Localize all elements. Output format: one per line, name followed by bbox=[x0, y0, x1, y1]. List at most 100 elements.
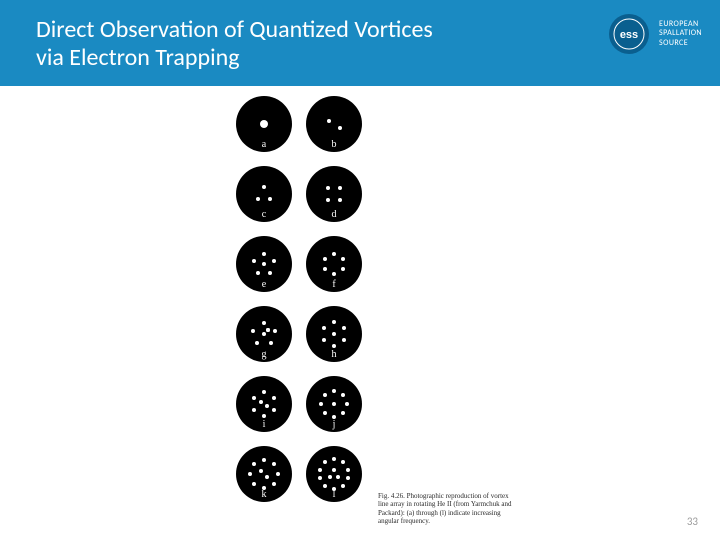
vortex-point bbox=[341, 411, 346, 416]
vortex-cell: k bbox=[232, 442, 296, 506]
vortex-point bbox=[262, 185, 267, 190]
vortex-cell: i bbox=[232, 372, 296, 436]
vortex-point bbox=[328, 475, 333, 480]
disk-label: g bbox=[262, 349, 267, 360]
vortex-disk: a bbox=[236, 96, 292, 152]
vortex-point bbox=[252, 482, 257, 487]
vortex-point bbox=[252, 408, 257, 413]
vortex-point bbox=[326, 186, 331, 191]
vortex-point bbox=[272, 462, 277, 467]
vortex-point bbox=[338, 126, 343, 131]
vortex-point bbox=[323, 484, 328, 489]
vortex-disk: l bbox=[306, 446, 362, 502]
vortex-point bbox=[323, 411, 328, 416]
title-line-2: via Electron Trapping bbox=[36, 44, 433, 72]
vortex-point bbox=[346, 468, 351, 473]
vortex-point bbox=[268, 197, 273, 202]
svg-text:ess: ess bbox=[620, 29, 638, 41]
title-line-1: Direct Observation of Quantized Vortices bbox=[36, 16, 433, 44]
vortex-point bbox=[269, 341, 274, 346]
vortex-point bbox=[272, 408, 277, 413]
logo-label-3: SOURCE bbox=[659, 39, 702, 49]
logo-block: ess EUROPEAN SPALLATION SOURCE bbox=[609, 14, 702, 54]
disk-label: c bbox=[262, 209, 266, 220]
vortex-point bbox=[276, 472, 281, 477]
vortex-point bbox=[266, 328, 269, 331]
vortex-point bbox=[338, 198, 343, 203]
vortex-point bbox=[259, 400, 264, 405]
vortex-point bbox=[327, 119, 332, 124]
vortex-point bbox=[323, 460, 328, 465]
disk-label: e bbox=[262, 279, 266, 290]
vortex-point bbox=[341, 460, 346, 465]
vortex-disk: g bbox=[236, 306, 292, 362]
vortex-cell: d bbox=[302, 162, 366, 226]
vortex-point bbox=[346, 476, 351, 481]
vortex-point bbox=[341, 393, 346, 398]
vortex-cell: b bbox=[302, 92, 366, 156]
vortex-cell: h bbox=[302, 302, 366, 366]
vortex-point bbox=[262, 321, 267, 326]
vortex-point bbox=[332, 344, 337, 349]
vortex-point bbox=[272, 259, 277, 264]
vortex-point bbox=[265, 404, 270, 409]
vortex-point bbox=[341, 257, 346, 262]
disk-label: b bbox=[332, 139, 337, 150]
vortex-point bbox=[332, 272, 337, 277]
vortex-point bbox=[338, 186, 343, 191]
vortex-point bbox=[332, 252, 337, 257]
vortex-disk: f bbox=[306, 236, 362, 292]
vortex-disk: b bbox=[306, 96, 362, 152]
vortex-point bbox=[323, 267, 328, 272]
vortex-point bbox=[332, 389, 337, 394]
vortex-point bbox=[256, 271, 261, 276]
vortex-point bbox=[319, 402, 324, 407]
vortex-cell: g bbox=[232, 302, 296, 366]
slide-content: a b c d e f g h i j k l Fig. 4.26. Photographic rep… bbox=[0, 92, 720, 540]
vortex-point bbox=[262, 390, 267, 395]
vortex-cell: a bbox=[232, 92, 296, 156]
logo-label: EUROPEAN SPALLATION SOURCE bbox=[659, 20, 702, 49]
disk-label: d bbox=[332, 209, 337, 220]
vortex-point bbox=[272, 396, 277, 401]
vortex-cell: c bbox=[232, 162, 296, 226]
vortex-disk: c bbox=[236, 166, 292, 222]
page-number: 33 bbox=[687, 515, 698, 528]
vortex-point bbox=[260, 120, 268, 128]
vortex-point bbox=[341, 484, 346, 489]
vortex-point bbox=[255, 341, 260, 346]
vortex-point bbox=[252, 462, 257, 467]
vortex-point bbox=[248, 472, 253, 477]
vortex-cell: e bbox=[232, 232, 296, 296]
vortex-point bbox=[262, 262, 267, 267]
disk-label: i bbox=[263, 419, 266, 430]
disk-label: k bbox=[262, 489, 267, 500]
vortex-point bbox=[332, 402, 337, 407]
vortex-point bbox=[262, 458, 267, 463]
vortex-point bbox=[345, 402, 350, 407]
disk-label: f bbox=[332, 279, 335, 290]
vortex-point bbox=[322, 338, 327, 343]
slide: Direct Observation of Quantized Vortices… bbox=[0, 0, 720, 540]
vortex-disk: k bbox=[236, 446, 292, 502]
vortex-disk: h bbox=[306, 306, 362, 362]
vortex-cell: j bbox=[302, 372, 366, 436]
vortex-point bbox=[268, 271, 273, 276]
vortex-disk: j bbox=[306, 376, 362, 432]
vortex-point bbox=[262, 332, 267, 337]
disk-label: l bbox=[333, 489, 336, 500]
figure-caption: Fig. 4.26. Photographic reproduction of … bbox=[378, 492, 518, 526]
vortex-point bbox=[332, 332, 337, 337]
vortex-point bbox=[256, 197, 261, 202]
vortex-point bbox=[259, 469, 264, 474]
vortex-point bbox=[252, 396, 257, 401]
vortex-point bbox=[341, 267, 346, 272]
vortex-disk: d bbox=[306, 166, 362, 222]
vortex-point bbox=[342, 326, 347, 331]
vortex-cell: l bbox=[302, 442, 366, 506]
vortex-disk: i bbox=[236, 376, 292, 432]
vortex-array-figure: a b c d e f g h i j k l bbox=[232, 92, 366, 506]
vortex-point bbox=[265, 475, 270, 480]
vortex-point bbox=[342, 338, 347, 343]
vortex-point bbox=[262, 414, 267, 419]
